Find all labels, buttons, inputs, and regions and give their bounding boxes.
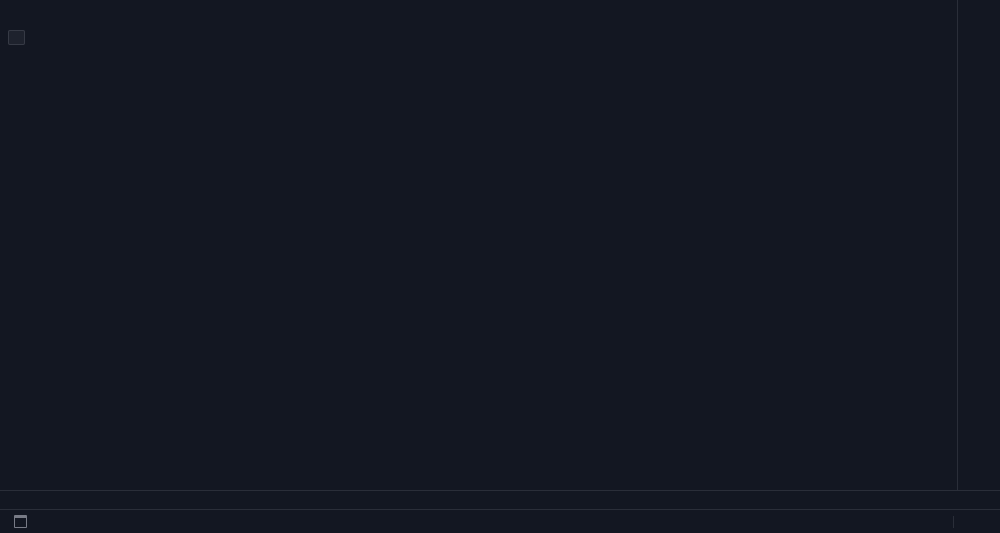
price-axis[interactable] (957, 0, 1000, 490)
chart-canvas[interactable] (0, 0, 958, 490)
legend (8, 5, 57, 45)
bottom-toolbar (0, 509, 1000, 533)
time-axis[interactable] (0, 490, 1000, 510)
calendar-icon[interactable] (14, 515, 27, 528)
chart-svg[interactable] (0, 0, 958, 490)
legend-collapse-button[interactable] (8, 30, 25, 45)
toolbar-divider (953, 515, 954, 528)
